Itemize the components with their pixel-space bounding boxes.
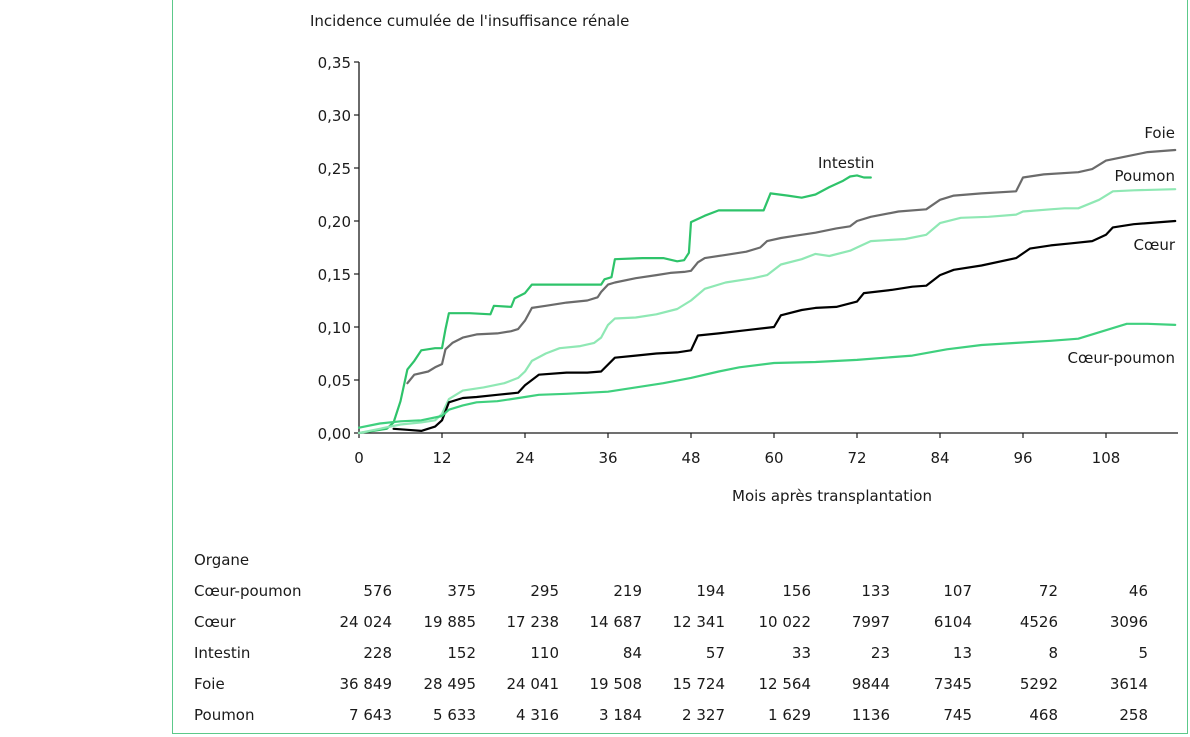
table-cell: 4526 (1019, 613, 1058, 631)
table-cell: 6104 (933, 613, 972, 631)
x-tick-label: 60 (764, 449, 783, 467)
series-label: Intestin (818, 154, 874, 172)
x-tick-label: 48 (681, 449, 700, 467)
x-tick-label: 24 (515, 449, 534, 467)
y-tick-label: 0,05 (318, 372, 351, 390)
table-cell: 3 184 (599, 706, 642, 724)
table-cell: 5 633 (433, 706, 476, 724)
table-cell: 9844 (851, 675, 890, 693)
table-cell: 3096 (1109, 613, 1148, 631)
series-label: Cœur-poumon (1068, 349, 1175, 367)
figure-frame (172, 0, 1188, 734)
table-cell: 2 327 (682, 706, 725, 724)
series-label: Poumon (1115, 167, 1176, 185)
y-tick-label: 0,30 (318, 107, 351, 125)
table-row-organ: Cœur-poumon (194, 582, 302, 600)
table-cell: 72 (1038, 582, 1058, 600)
x-tick-label: 36 (598, 449, 617, 467)
table-cell: 375 (447, 582, 476, 600)
table-cell: 7 643 (349, 706, 392, 724)
table-cell: 23 (870, 644, 890, 662)
table-cell: 4 316 (516, 706, 559, 724)
table-cell: 156 (782, 582, 811, 600)
table-row-organ: Cœur (194, 613, 236, 631)
y-axis-title: Incidence cumulée de l'insuffisance réna… (310, 12, 629, 30)
y-tick-label: 0,00 (318, 425, 351, 443)
table-cell: 84 (622, 644, 642, 662)
table-cell: 8 (1048, 644, 1058, 662)
table-cell: 15 724 (672, 675, 726, 693)
x-axis-title: Mois après transplantation (732, 487, 932, 505)
table-cell: 17 238 (506, 613, 560, 631)
series-line-c-ur-poumon (357, 322, 1177, 429)
table-cell: 7345 (933, 675, 972, 693)
series-line-intestin (357, 174, 872, 435)
table-cell: 33 (791, 644, 811, 662)
table-cell: 107 (943, 582, 972, 600)
table-cell: 10 022 (758, 613, 812, 631)
x-tick-label: 84 (930, 449, 949, 467)
x-tick-label: 96 (1013, 449, 1032, 467)
table-cell: 24 024 (339, 613, 393, 631)
table-cell: 295 (530, 582, 559, 600)
y-tick-label: 0,10 (318, 319, 351, 337)
table-cell: 258 (1119, 706, 1148, 724)
cumulative-incidence-chart: Incidence cumulée de l'insuffisance réna… (310, 12, 1178, 505)
y-tick-label: 0,35 (318, 54, 351, 72)
table-cell: 46 (1128, 582, 1148, 600)
table-cell: 19 508 (589, 675, 643, 693)
table-cell: 36 849 (339, 675, 393, 693)
series-labels: Intestin Foie Poumon Cœur Cœur-poumon (818, 124, 1176, 367)
table-row-organ: Intestin (194, 644, 251, 662)
x-tick-label: 108 (1092, 449, 1121, 467)
table-cell: 1 629 (768, 706, 811, 724)
x-tick-label: 12 (432, 449, 451, 467)
table-cell: 3614 (1109, 675, 1148, 693)
table-cell: 133 (861, 582, 890, 600)
x-tick-label: 0 (354, 449, 364, 467)
table-cell: 13 (952, 644, 972, 662)
table-cell: 468 (1029, 706, 1058, 724)
series-label: Foie (1144, 124, 1175, 142)
table-cell: 5292 (1019, 675, 1058, 693)
table-cell: 28 495 (423, 675, 477, 693)
series-line-poumon (357, 188, 1177, 435)
series-line-foie (406, 148, 1177, 385)
y-axis-ticks: 0,00 0,05 0,10 0,15 0,20 0,25 0,30 0,35 (318, 54, 359, 443)
table-cell: 219 (613, 582, 642, 600)
table-cell: 24 041 (506, 675, 560, 693)
y-tick-label: 0,25 (318, 160, 351, 178)
series-line-c-ur (392, 219, 1177, 432)
table-cell: 152 (447, 644, 476, 662)
table-cell: 194 (696, 582, 725, 600)
table-cell: 14 687 (589, 613, 643, 631)
table-row-organ: Poumon (194, 706, 255, 724)
table-cell: 110 (530, 644, 559, 662)
table-cell: 7997 (851, 613, 890, 631)
x-tick-label: 72 (847, 449, 866, 467)
table-row-organ: Foie (194, 675, 225, 693)
x-axis-ticks: 0 12 24 36 48 60 72 84 96 108 (354, 433, 1120, 467)
table-cell: 228 (363, 644, 392, 662)
table-cell: 1136 (851, 706, 890, 724)
table-cell: 12 564 (758, 675, 812, 693)
table-cell: 5 (1138, 644, 1148, 662)
table-cell: 57 (705, 644, 725, 662)
y-tick-label: 0,20 (318, 213, 351, 231)
table-header-label: Organe (194, 551, 250, 569)
series-lines (357, 148, 1177, 435)
y-tick-label: 0,15 (318, 266, 351, 284)
series-label: Cœur (1134, 236, 1176, 254)
table-cell: 576 (363, 582, 392, 600)
table-cell: 12 341 (672, 613, 726, 631)
table-cell: 745 (943, 706, 972, 724)
table-cell: 19 885 (423, 613, 477, 631)
